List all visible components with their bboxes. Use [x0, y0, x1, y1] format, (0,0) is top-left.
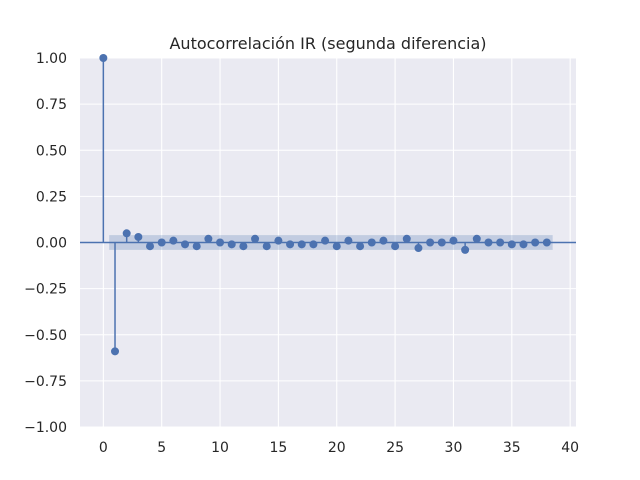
data-point — [332, 242, 341, 251]
y-tick-label: −0.50 — [24, 328, 67, 344]
x-tick-label: 40 — [561, 440, 579, 456]
x-tick-label: 10 — [211, 440, 229, 456]
data-point — [449, 236, 458, 245]
markers — [99, 54, 551, 356]
x-tick-label: 35 — [503, 440, 521, 456]
y-tick-labels: −1.00 −0.75 −0.50 −0.25 0.00 0.25 0.50 0.75 1.00 — [24, 51, 67, 436]
chart-title: Autocorrelación IR (segunda diferencia) — [169, 34, 486, 53]
data-point — [356, 242, 365, 251]
data-point — [379, 236, 388, 245]
y-tick-label: −1.00 — [24, 420, 67, 436]
data-point — [309, 240, 318, 249]
x-tick-label: 0 — [99, 440, 108, 456]
data-point — [239, 242, 248, 251]
data-point — [414, 244, 423, 253]
data-point — [274, 236, 283, 245]
data-point — [426, 238, 435, 247]
data-point — [542, 238, 551, 247]
data-point — [251, 234, 260, 243]
y-tick-label: 0.00 — [36, 236, 67, 252]
data-point — [367, 238, 376, 247]
data-point — [157, 238, 166, 247]
y-tick-label: 0.25 — [36, 189, 67, 205]
data-point — [286, 240, 295, 249]
data-point — [169, 236, 178, 245]
data-point — [262, 242, 271, 251]
data-point — [437, 238, 446, 247]
data-point — [402, 234, 411, 243]
x-tick-label: 5 — [157, 440, 166, 456]
data-point — [472, 234, 481, 243]
data-point — [181, 240, 190, 249]
data-point — [321, 236, 330, 245]
data-point — [134, 232, 143, 241]
data-point — [531, 238, 540, 247]
data-point — [507, 240, 516, 249]
data-point — [216, 238, 225, 247]
data-point — [122, 229, 131, 238]
data-point — [297, 240, 306, 249]
data-point — [519, 240, 528, 249]
data-point — [391, 242, 400, 251]
x-tick-label: 25 — [386, 440, 404, 456]
y-tick-label: −0.75 — [24, 374, 67, 390]
y-tick-label: 1.00 — [36, 51, 67, 67]
data-point — [496, 238, 505, 247]
data-point — [99, 54, 108, 62]
data-point — [461, 245, 470, 254]
data-point — [227, 240, 236, 249]
data-point — [111, 347, 120, 356]
data-point — [192, 242, 201, 251]
data-point — [204, 234, 213, 243]
y-tick-label: −0.25 — [24, 282, 67, 298]
data-point — [146, 242, 155, 251]
x-tick-label: 30 — [445, 440, 463, 456]
data-point — [484, 238, 493, 247]
y-tick-label: 0.50 — [36, 143, 67, 159]
data-point — [344, 236, 353, 245]
x-tick-labels: 0 5 10 15 20 25 30 35 40 — [99, 440, 579, 456]
y-tick-label: 0.75 — [36, 97, 67, 113]
x-tick-label: 15 — [269, 440, 287, 456]
x-tick-label: 20 — [328, 440, 346, 456]
